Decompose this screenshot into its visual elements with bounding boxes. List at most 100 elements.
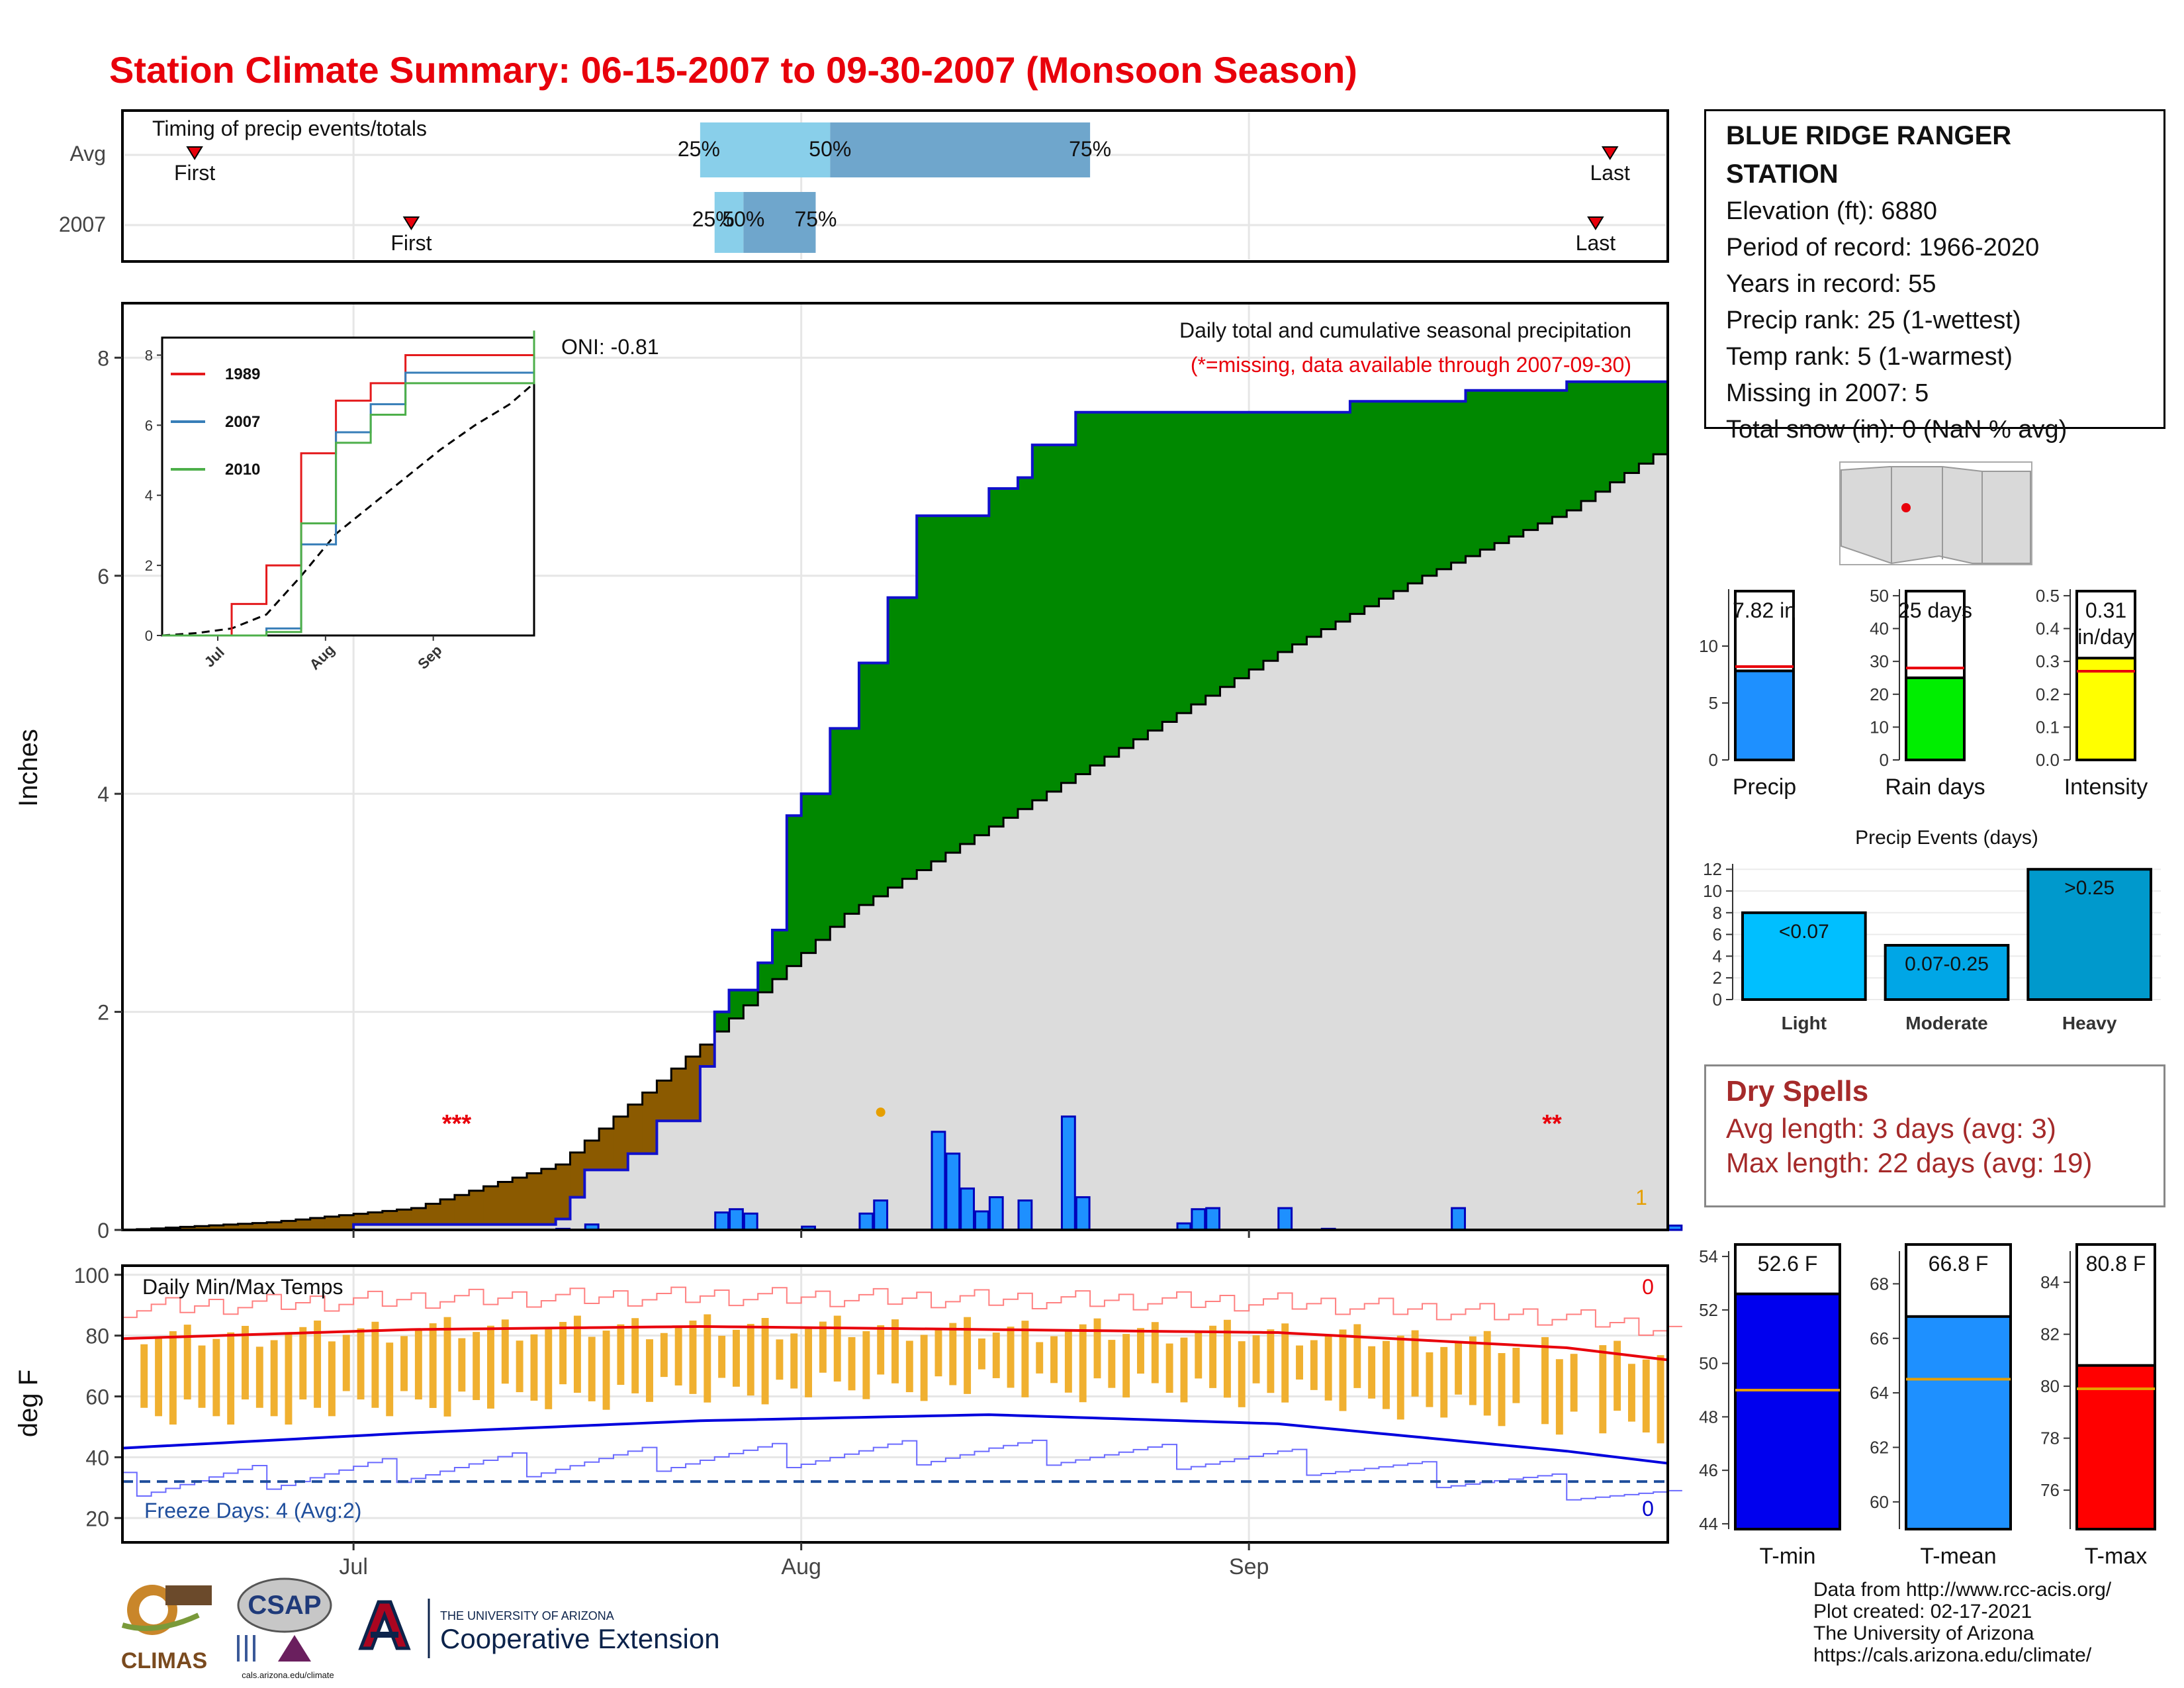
daily-temp-bar (848, 1336, 856, 1391)
seasonal-summary-bars: 0 5 10 7.82 in Precip 0 10 20 30 40 50 25 days Rain … (1699, 586, 2148, 800)
surplus-fill (1306, 412, 1322, 637)
daily-temp-bar (833, 1315, 841, 1382)
surplus-fill (815, 794, 831, 940)
daily-temp-bar (1108, 1340, 1116, 1388)
daily-temp-bar (183, 1325, 191, 1400)
precip-ytick-label: 2 (97, 1001, 109, 1025)
surplus-fill (1104, 412, 1120, 757)
timing-bar-upper (743, 192, 816, 253)
timing-panel: Timing of precip events/totals Avg 2007 … (59, 109, 1669, 263)
daily-temp-bar (1339, 1329, 1347, 1411)
daily-temp-bar (227, 1332, 235, 1425)
surplus-fill (1191, 412, 1206, 705)
inset-series-line (162, 361, 535, 637)
temp-ytick-label: 20 (85, 1507, 109, 1530)
surplus-fill (1465, 390, 1480, 557)
raindays-summary-ytick-label: 20 (1870, 684, 1889, 704)
deficit-fill (555, 1164, 570, 1219)
station-temp-rank: Temp rank: 5 (1-warmest) (1726, 343, 2013, 371)
daily-temp-bar (1512, 1348, 1520, 1403)
daily-temp-bar (964, 1317, 972, 1394)
dry-spells-panel: Dry Spells Avg length: 3 days (avg: 3) M… (1704, 1064, 2165, 1207)
surplus-fill (1205, 412, 1221, 696)
tmin-summary-ytick-label: 44 (1699, 1514, 1718, 1534)
daily-temp-bar (1079, 1324, 1087, 1403)
daily-temp-bar (285, 1333, 293, 1425)
timing-p50-label: 50% (809, 137, 851, 161)
inset-legend-label: 2010 (225, 461, 260, 479)
deficit-fill (353, 1213, 369, 1225)
daily-temp-bar (891, 1319, 899, 1383)
daily-temp-bar (169, 1331, 177, 1425)
surplus-fill (858, 663, 874, 906)
daily-precip-bar (1667, 1224, 1683, 1231)
precip-summary-ytick-label: 10 (1699, 636, 1718, 656)
surplus-fill (1003, 489, 1019, 818)
average-cumulative-area (122, 445, 1668, 1230)
events-category-label: Light (1782, 1013, 1827, 1033)
daily-temp-bar (1396, 1335, 1404, 1420)
cumulative-precip-area (122, 377, 1669, 1231)
deficit-fill (367, 1212, 383, 1225)
daily-temp-bar (414, 1329, 422, 1400)
daily-temp-bar (1469, 1336, 1477, 1405)
tmax-summary-label: T-max (2085, 1544, 2147, 1569)
surplus-fill (1046, 445, 1062, 792)
surplus-fill (714, 1011, 730, 1032)
inset-ytick-label: 8 (145, 347, 153, 363)
deficit-fill (469, 1190, 484, 1225)
daily-temp-bar (862, 1331, 870, 1399)
timing-row-2007: 2007 (59, 212, 106, 236)
events-ytick-label: 8 (1713, 903, 1722, 923)
deficit-fill (339, 1215, 354, 1230)
average-cumulative-line (122, 445, 1669, 1231)
daily-temp-bar (718, 1335, 726, 1378)
surplus-fill (931, 516, 946, 862)
raindays-summary-ytick-label: 10 (1870, 717, 1889, 737)
daily-temp-bar (934, 1329, 942, 1377)
credit-line: Plot created: 02-17-2021 (1813, 1601, 2032, 1622)
climas-text: CLIMAS (121, 1648, 207, 1673)
daily-temp-bar (747, 1323, 754, 1396)
daily-temp-bar (314, 1320, 322, 1408)
surplus-fill (786, 816, 802, 966)
surplus-fill (989, 489, 1004, 827)
surplus-fill (729, 990, 744, 1019)
surplus-fill (1523, 390, 1539, 530)
surplus-fill (1017, 477, 1033, 810)
timing-bar-upper (830, 122, 1091, 177)
daily-temp-bar (1627, 1364, 1635, 1422)
daily-temp-bar (1036, 1342, 1044, 1374)
daily-temp-bar (545, 1328, 553, 1409)
events-ytick-label: 2 (1713, 968, 1722, 988)
daily-temp-bar (704, 1314, 711, 1403)
deficit-fill (267, 1222, 282, 1230)
daily-temp-bar (617, 1324, 625, 1385)
daily-temp-bar (371, 1321, 379, 1408)
deficit-fill (686, 1056, 701, 1121)
surplus-fill (917, 516, 932, 870)
daily-temp-bar (501, 1319, 509, 1384)
timing-last-marker (1601, 146, 1619, 160)
daily-temp-bar (212, 1338, 220, 1417)
tmax-summary-ytick-label: 76 (2040, 1480, 2060, 1500)
precip-summary-ytick-label: 5 (1709, 693, 1718, 713)
precip-summary-label: Precip (1733, 774, 1796, 800)
raindays-summary-ytick-label: 40 (1870, 619, 1889, 639)
intensity-summary-ytick-label: 0.1 (2036, 717, 2060, 737)
timing-last-marker (1587, 216, 1604, 230)
logos: CLIMAS CSAP cals.arizona.edu/climate THE… (121, 1577, 720, 1680)
daily-temp-bar (573, 1315, 581, 1393)
daily-temp-bar (1021, 1321, 1029, 1397)
ua-logo: THE UNIVERSITY OF ARIZONA Cooperative Ex… (358, 1599, 720, 1658)
surplus-fill (1148, 412, 1163, 731)
daily-temp-bar (270, 1340, 278, 1417)
daily-temp-bar (1570, 1354, 1578, 1412)
events-bar-label: >0.25 (2064, 877, 2115, 899)
timing-last-label: Last (1590, 161, 1630, 185)
raindays-summary-ytick-label: 30 (1870, 651, 1889, 671)
daily-temp-bar (732, 1329, 740, 1387)
tmean-summary-ytick-label: 64 (1870, 1383, 1889, 1403)
